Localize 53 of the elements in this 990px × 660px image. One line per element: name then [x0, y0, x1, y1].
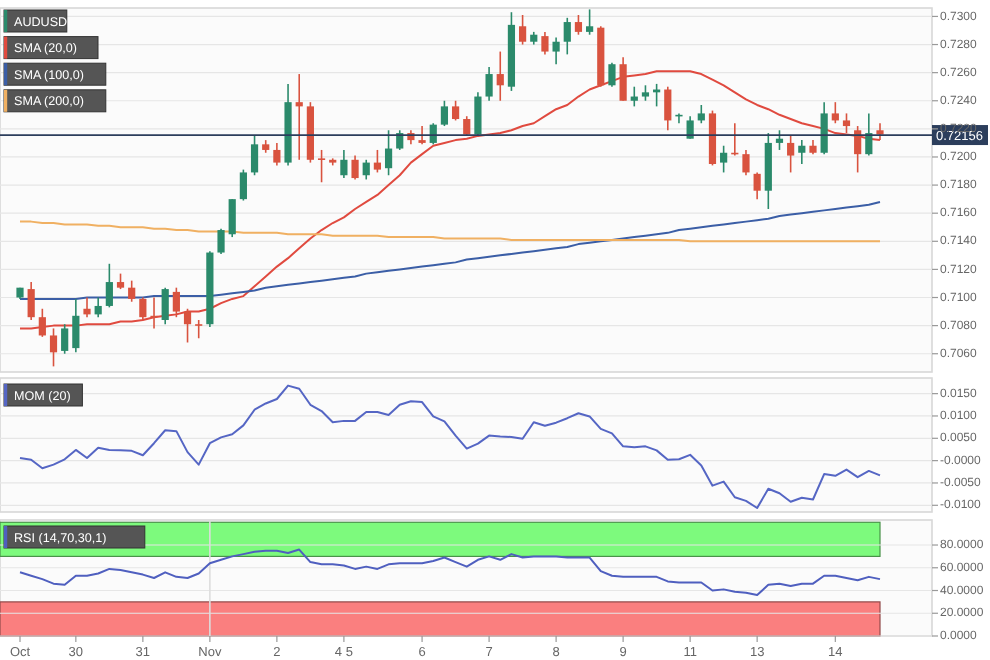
candlestick [172, 286, 180, 318]
candlestick [317, 149, 326, 184]
candlestick [94, 296, 102, 318]
candlestick [842, 112, 851, 134]
candlestick [451, 99, 460, 122]
candlestick [798, 139, 806, 165]
candlestick [340, 149, 348, 179]
candlestick [753, 171, 761, 200]
candlestick [820, 101, 828, 155]
candlestick [61, 323, 69, 355]
candlestick [228, 198, 236, 238]
line-series [19, 220, 881, 243]
candlestick [217, 227, 225, 255]
candlestick [384, 129, 393, 177]
candlestick [541, 31, 549, 56]
candlestick [83, 296, 91, 318]
candlestick [440, 99, 449, 127]
candlestick [720, 144, 728, 174]
candlestick [474, 91, 482, 137]
candlestick [775, 129, 784, 151]
candlestick [72, 298, 80, 354]
candlestick [139, 296, 147, 321]
candlestick [27, 281, 35, 321]
candlestick [764, 132, 772, 210]
candlestick [552, 36, 560, 66]
candlestick [351, 154, 359, 181]
candlestick [273, 142, 281, 167]
candlestick [105, 262, 113, 309]
candlestick [742, 149, 750, 177]
candlestick [854, 125, 862, 174]
candlestick [485, 66, 493, 102]
candlestick [787, 135, 795, 174]
candlestick [831, 101, 839, 125]
candlestick [362, 158, 370, 181]
candlestick [373, 149, 381, 174]
candlestick [630, 85, 638, 108]
candlestick [239, 168, 247, 202]
candlestick [195, 319, 203, 340]
candlestick [250, 135, 259, 177]
candlestick [418, 125, 426, 146]
line-series [19, 384, 881, 509]
candlestick [563, 17, 571, 56]
candlestick [161, 286, 169, 326]
candlestick [664, 85, 672, 132]
candlestick [697, 104, 705, 125]
candlestick [496, 50, 504, 102]
candlestick [128, 279, 136, 303]
candlestick [586, 8, 594, 36]
candlestick [295, 73, 303, 161]
candlestick [608, 62, 616, 88]
candlestick [574, 14, 583, 36]
line-series [19, 548, 881, 597]
candlestick [519, 14, 527, 46]
